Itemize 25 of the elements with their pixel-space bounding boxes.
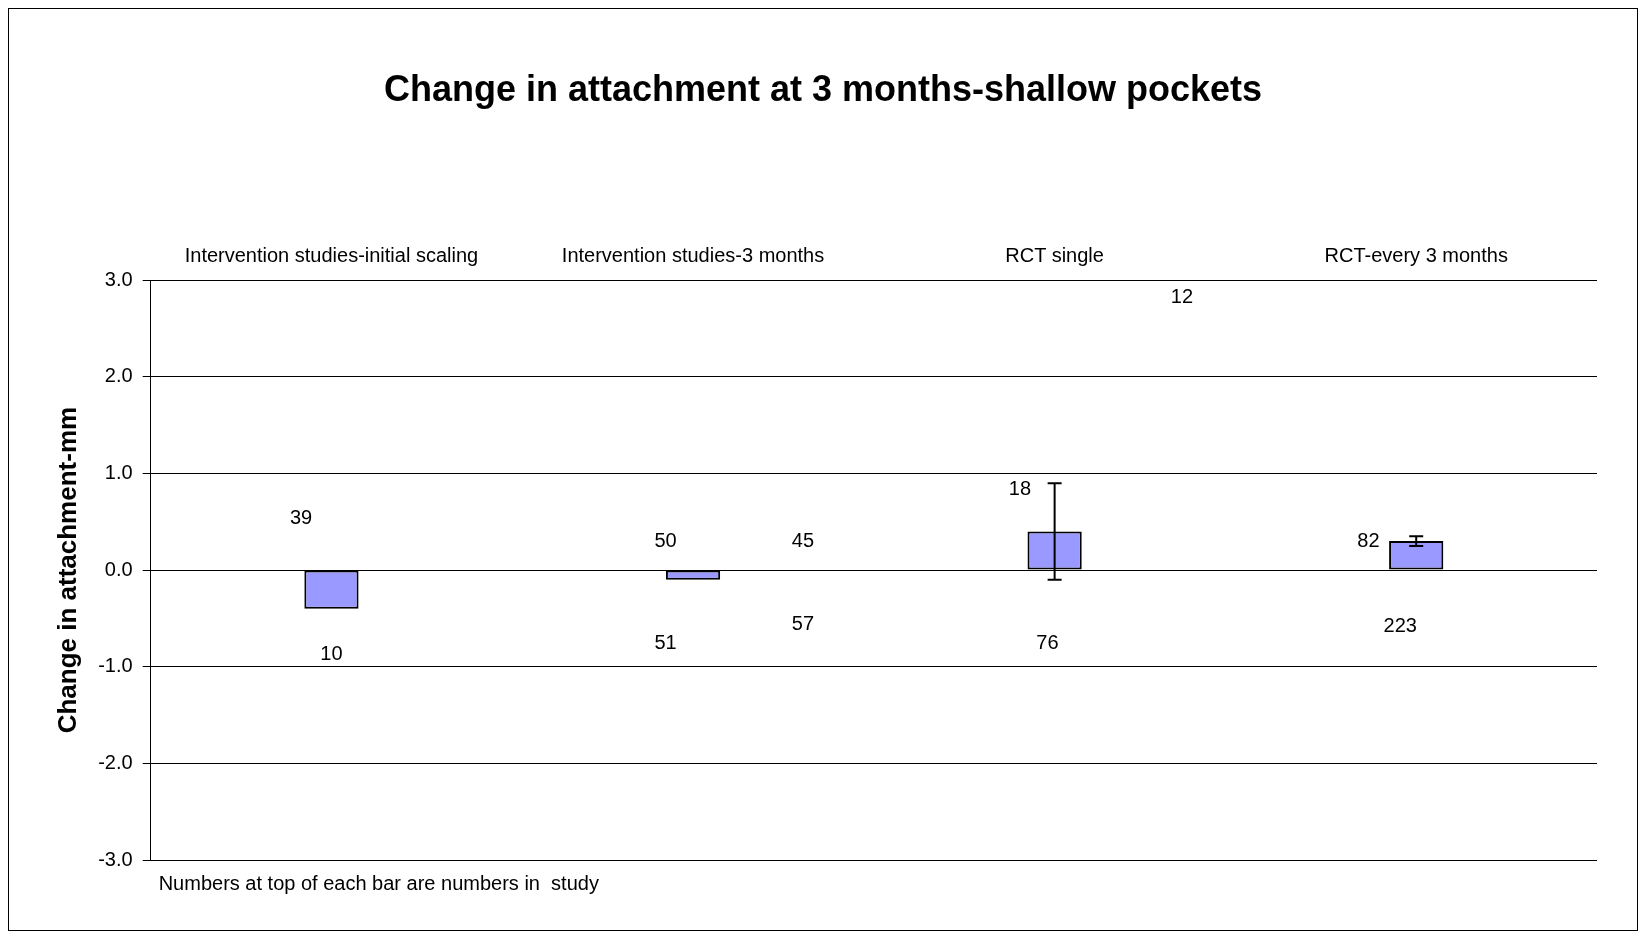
- chart-title: Change in attachment at 3 months-shallow pockets: [383, 67, 1263, 109]
- y-tick-label: 3.0: [104, 267, 133, 290]
- y-tick-label: -3.0: [98, 847, 133, 870]
- y-tick-label: 1.0: [104, 460, 133, 483]
- x-tick-label: RCT-every 3 months: [1324, 243, 1508, 266]
- text: Numbers at top of each bar are numbers in study: [158, 871, 599, 894]
- annotation: 12: [1170, 285, 1194, 308]
- y-tick-label: -2.0: [98, 750, 133, 773]
- y-tick-label: 0.0: [104, 557, 133, 580]
- annotation: 51: [654, 630, 677, 653]
- y-tick-label: 2.0: [104, 364, 133, 387]
- y-tick-label: -1.0: [98, 654, 133, 677]
- x-tick-label: Intervention studies-3 months: [561, 243, 825, 266]
- annotation: 76: [1036, 630, 1059, 653]
- annotation: 223: [1383, 614, 1417, 637]
- x-tick-label: RCT single: [1005, 243, 1104, 266]
- y-axis-title: Change in attachment-mm: [51, 406, 82, 734]
- annotation: 39: [289, 506, 313, 529]
- annotation: 10: [320, 642, 343, 665]
- annotation: 50: [654, 529, 677, 552]
- annotation: 45: [791, 529, 815, 552]
- annotation: 18: [1008, 477, 1032, 500]
- annotation: 57: [791, 611, 815, 634]
- x-tick-label: Intervention studies-initial scaling: [184, 243, 479, 266]
- annotation: 82: [1357, 529, 1380, 552]
